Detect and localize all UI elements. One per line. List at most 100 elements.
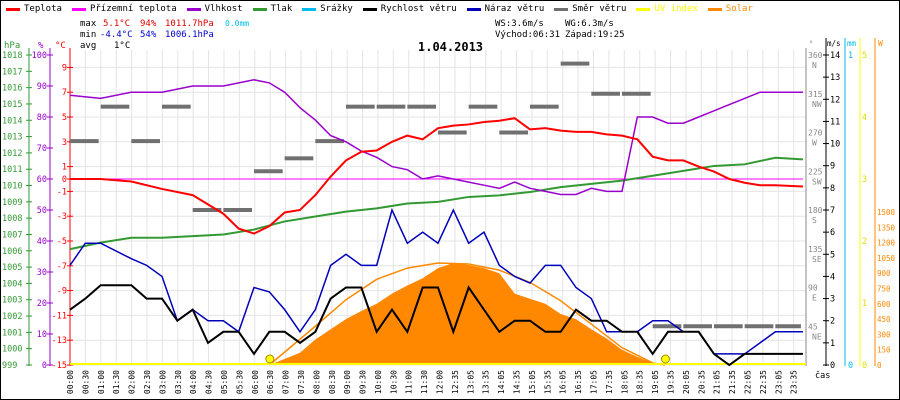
stat-sunrise: Východ:06:31 <box>495 30 561 40</box>
pressure-tick-label: 1011 <box>2 165 22 175</box>
x-tick-label: 00:30 <box>81 370 90 394</box>
legend-swatch <box>252 7 267 11</box>
humidity-tick-label: 20 <box>37 299 47 309</box>
x-tick-label: 03:00 <box>158 370 167 394</box>
wind-tick-label: 14 <box>830 51 840 61</box>
wind-direction-mark <box>714 324 743 329</box>
pressure-tick-label: 1017 <box>2 67 22 77</box>
uv-tick-label: 0 <box>862 361 867 371</box>
solar-tick-label: 1350 <box>877 223 896 232</box>
x-tick-label: 13:35 <box>482 370 491 394</box>
humidity-unit-label: % <box>38 41 44 51</box>
wind-tick-label: 6 <box>830 228 835 238</box>
x-tick-label: 14:05 <box>497 370 506 394</box>
legend-swatch <box>466 7 481 11</box>
x-tick-label: 11:30 <box>420 370 429 394</box>
x-tick-label: 04:00 <box>189 370 198 394</box>
wind-tick-label: 3 <box>830 295 835 305</box>
uv-tick-label: 2 <box>862 237 867 247</box>
wind-tick-label: 9 <box>830 162 835 172</box>
direction-tick-name: SW <box>812 177 822 186</box>
direction-tick-name: SE <box>812 255 822 264</box>
direction-tick-name: W <box>812 139 817 148</box>
direction-tick-name: S <box>812 216 817 225</box>
direction-tick-name: NW <box>812 100 822 109</box>
legend-item: Tlak <box>252 3 293 15</box>
temperature-tick-label: -1 <box>57 187 67 197</box>
x-tick-label: 14:35 <box>513 370 522 394</box>
direction-tick-label: 45 <box>808 322 818 331</box>
direction-tick-label: 225 <box>808 167 823 176</box>
wind-tick-label: 12 <box>830 95 840 105</box>
solar-area <box>269 263 665 365</box>
pressure-tick-label: 1007 <box>2 230 22 240</box>
wind-direction-mark <box>162 104 191 109</box>
wind-direction-mark <box>591 91 620 96</box>
direction-tick-label: 135 <box>808 245 823 254</box>
humidity-tick-label: 70 <box>37 144 47 154</box>
x-tick-label: 17:35 <box>605 370 614 394</box>
direction-tick-label: 360 <box>808 51 823 60</box>
wind-tick-label: 4 <box>830 272 835 282</box>
legend-item: Přízemní teplota <box>71 3 177 15</box>
solar-tick-label: 900 <box>877 269 891 278</box>
direction-tick-label: 180 <box>808 206 823 215</box>
stat-min-temp: -4.4°C <box>100 30 133 40</box>
wind-direction-mark <box>560 61 590 66</box>
x-tick-label: 18:05 <box>620 370 629 394</box>
solar-tick-label: 750 <box>877 285 891 294</box>
wind-unit-label: m/s <box>827 39 841 48</box>
stat-min-label: min <box>80 30 97 40</box>
legend-label: Teplota <box>24 4 62 14</box>
x-tick-label: 23:05 <box>774 370 783 394</box>
pressure-tick-label: 1006 <box>2 247 22 257</box>
rain-unit-label: mm <box>847 39 857 48</box>
solar-tick-label: 450 <box>877 315 891 324</box>
x-tick-label: 20:35 <box>697 370 706 394</box>
stat-min-press: 1006.1hPa <box>165 30 214 40</box>
wind-direction-mark <box>315 139 344 144</box>
legend-label: Náraz větru <box>484 4 545 14</box>
pressure-tick-label: 1018 <box>2 51 22 61</box>
legend-swatch <box>707 7 722 11</box>
x-tick-label: 13:05 <box>466 370 475 394</box>
temperature-tick-label: -7 <box>57 262 67 272</box>
humidity-tick-label: 100 <box>32 51 47 61</box>
direction-tick-name: E <box>812 294 817 303</box>
x-tick-label: 07:00 <box>282 370 291 394</box>
x-tick-label: 00:00 <box>66 370 75 394</box>
wind-tick-label: 5 <box>830 250 835 260</box>
wind-tick-label: 11 <box>830 117 840 127</box>
direction-tick-label: 270 <box>808 129 823 138</box>
wind-direction-mark <box>346 104 375 109</box>
wind-tick-label: 13 <box>830 73 840 83</box>
x-axis-label: čas <box>815 370 830 381</box>
solar-tick-label: 1500 <box>877 208 896 217</box>
solar-tick-label: 150 <box>877 346 891 355</box>
x-tick-label: 10:30 <box>389 370 398 394</box>
x-tick-label: 15:35 <box>543 370 552 394</box>
wind-tick-label: 1 <box>830 339 835 349</box>
stat-max-press: 1011.7hPa <box>165 19 214 29</box>
pressure-tick-label: 1003 <box>2 296 22 306</box>
temperature-tick-label: 0 <box>62 175 67 185</box>
legend-item: Směr větru <box>554 3 626 15</box>
legend-label: Srážky <box>320 4 353 14</box>
x-tick-label: 08:30 <box>328 370 337 394</box>
sunrise-marker <box>265 354 275 364</box>
pressure-tick-label: 1008 <box>2 214 22 224</box>
legend-item: UV index <box>636 3 698 15</box>
pressure-tick-label: 999 <box>2 361 17 371</box>
stat-wg: WG:6.3m/s <box>565 19 614 29</box>
legend-label: Tlak <box>270 4 293 14</box>
x-tick-label: 06:00 <box>251 370 260 394</box>
x-tick-label: 20:05 <box>682 370 691 394</box>
legend-swatch <box>554 7 569 11</box>
x-tick-label: 03:30 <box>174 370 183 394</box>
pressure-unit-label: hPa <box>4 41 20 51</box>
legend-item: Vlhkost <box>186 3 243 15</box>
humidity-tick-label: 30 <box>37 268 47 278</box>
legend-label: Přízemní teplota <box>89 4 177 14</box>
stat-avg-label: avg <box>80 41 97 51</box>
wind-direction-mark <box>775 324 801 329</box>
